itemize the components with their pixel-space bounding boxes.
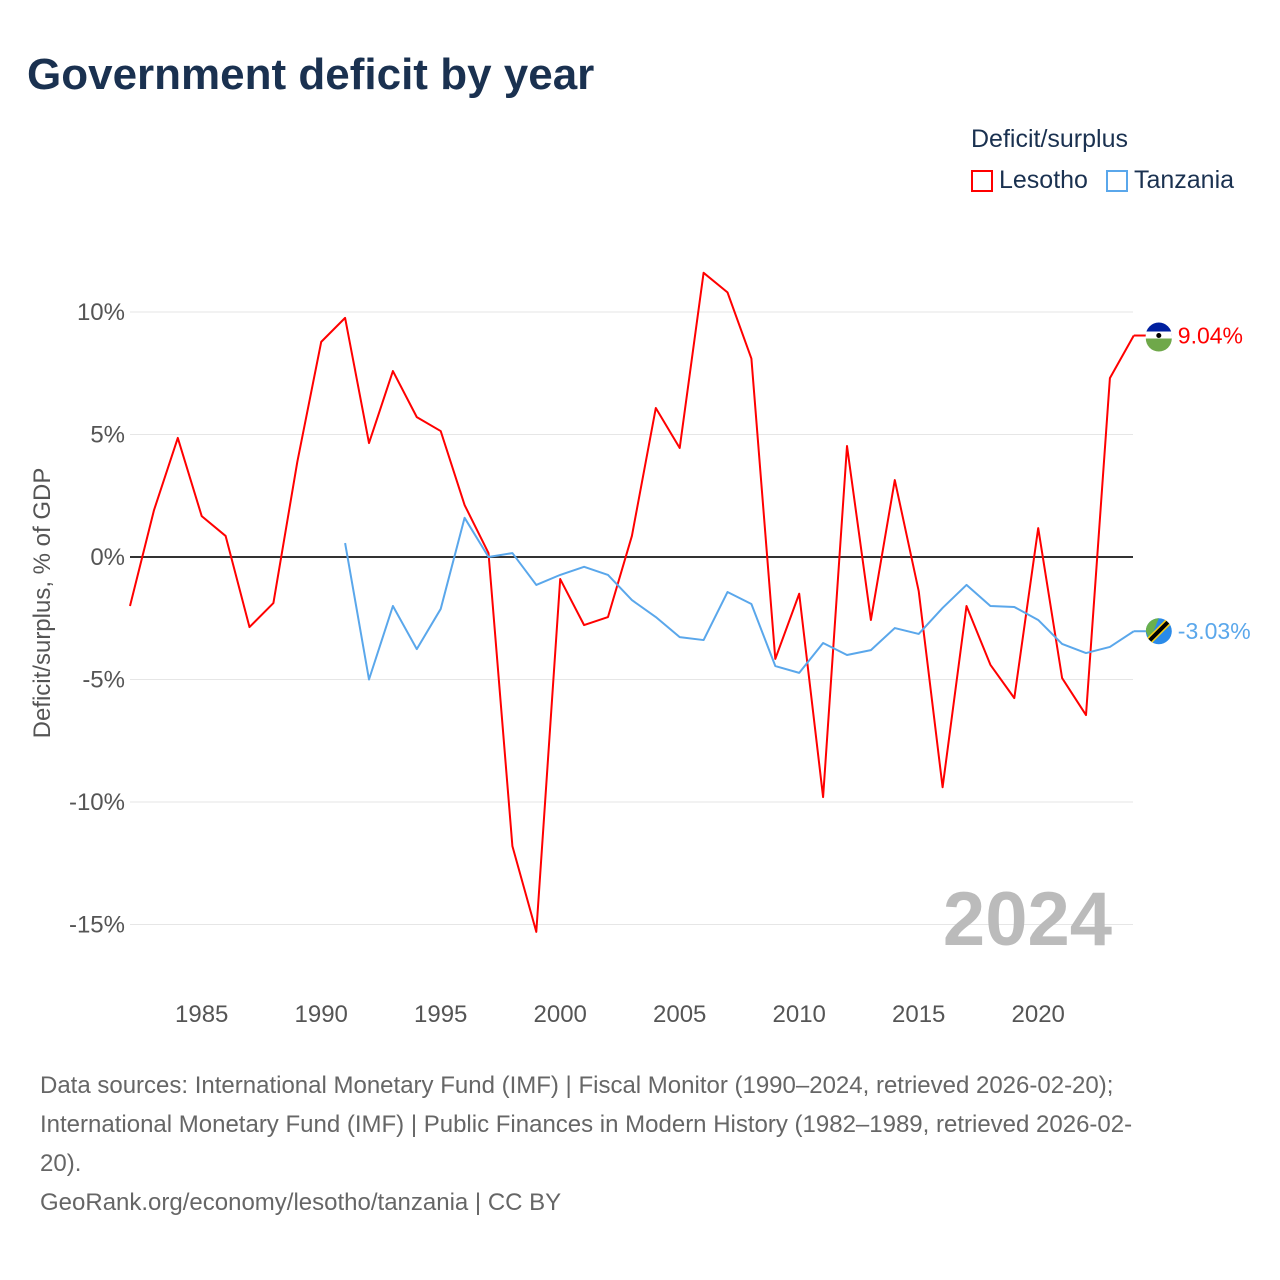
x-tick-label: 2010 xyxy=(773,1001,826,1028)
y-tick-label: -5% xyxy=(82,667,125,694)
legend-swatch-tanzania xyxy=(1105,169,1128,192)
y-axis-label: Deficit/surplus, % of GDP xyxy=(29,468,56,739)
y-tick-label: -15% xyxy=(69,912,125,939)
legend-title: Deficit/surplus xyxy=(971,125,1128,153)
tanzania-flag-icon xyxy=(1148,620,1170,642)
legend-swatch-lesotho xyxy=(971,169,993,192)
x-tick-label: 2015 xyxy=(892,1001,945,1028)
legend-label-tanzania: Tanzania xyxy=(1133,166,1235,194)
x-tick-label: 2005 xyxy=(653,1001,706,1028)
end-value-label-lesotho: 9.04% xyxy=(1178,323,1243,349)
y-tick-label: -10% xyxy=(69,789,125,816)
source-link[interactable]: GeoRank.org/economy/lesotho/tanzania | C… xyxy=(40,1189,562,1216)
lesotho-flag-icon xyxy=(1145,338,1172,352)
x-tick-label: 2020 xyxy=(1012,1001,1065,1028)
y-tick-label: 0% xyxy=(90,544,125,571)
source-line: Data sources: International Monetary Fun… xyxy=(40,1072,1114,1099)
legend: Lesotho Tanzania xyxy=(971,166,1234,195)
legend-item-lesotho[interactable]: Lesotho xyxy=(971,166,1088,195)
legend-label-lesotho: Lesotho xyxy=(999,166,1088,194)
x-tick-label: 2000 xyxy=(534,1001,587,1028)
source-note: Data sources: International Monetary Fun… xyxy=(40,1066,1240,1222)
y-tick-label: 10% xyxy=(77,299,125,326)
series-line-tanzania xyxy=(344,516,1135,681)
series-line-lesotho xyxy=(129,271,1135,933)
source-line: 20). xyxy=(40,1150,82,1177)
lesotho-flag-icon xyxy=(1156,333,1162,339)
tanzania-flag-icon xyxy=(1145,618,1159,641)
chart-plot: 10% 5% 0% -5% -10% -15% 1985 1990 1995 2000 2005 20… xyxy=(29,271,1251,1028)
x-tick-label: 1990 xyxy=(295,1001,348,1028)
source-line: International Monetary Fund (IMF) | Publ… xyxy=(40,1111,1133,1138)
x-tick-label: 1995 xyxy=(414,1001,467,1028)
legend-item-tanzania[interactable]: Tanzania xyxy=(1105,166,1235,195)
end-value-label-tanzania: -3.03% xyxy=(1178,618,1251,644)
year-watermark: 2024 xyxy=(943,877,1112,962)
chart-title: Government deficit by year xyxy=(27,50,595,99)
y-tick-label: 5% xyxy=(90,422,125,449)
x-tick-label: 1985 xyxy=(175,1001,228,1028)
